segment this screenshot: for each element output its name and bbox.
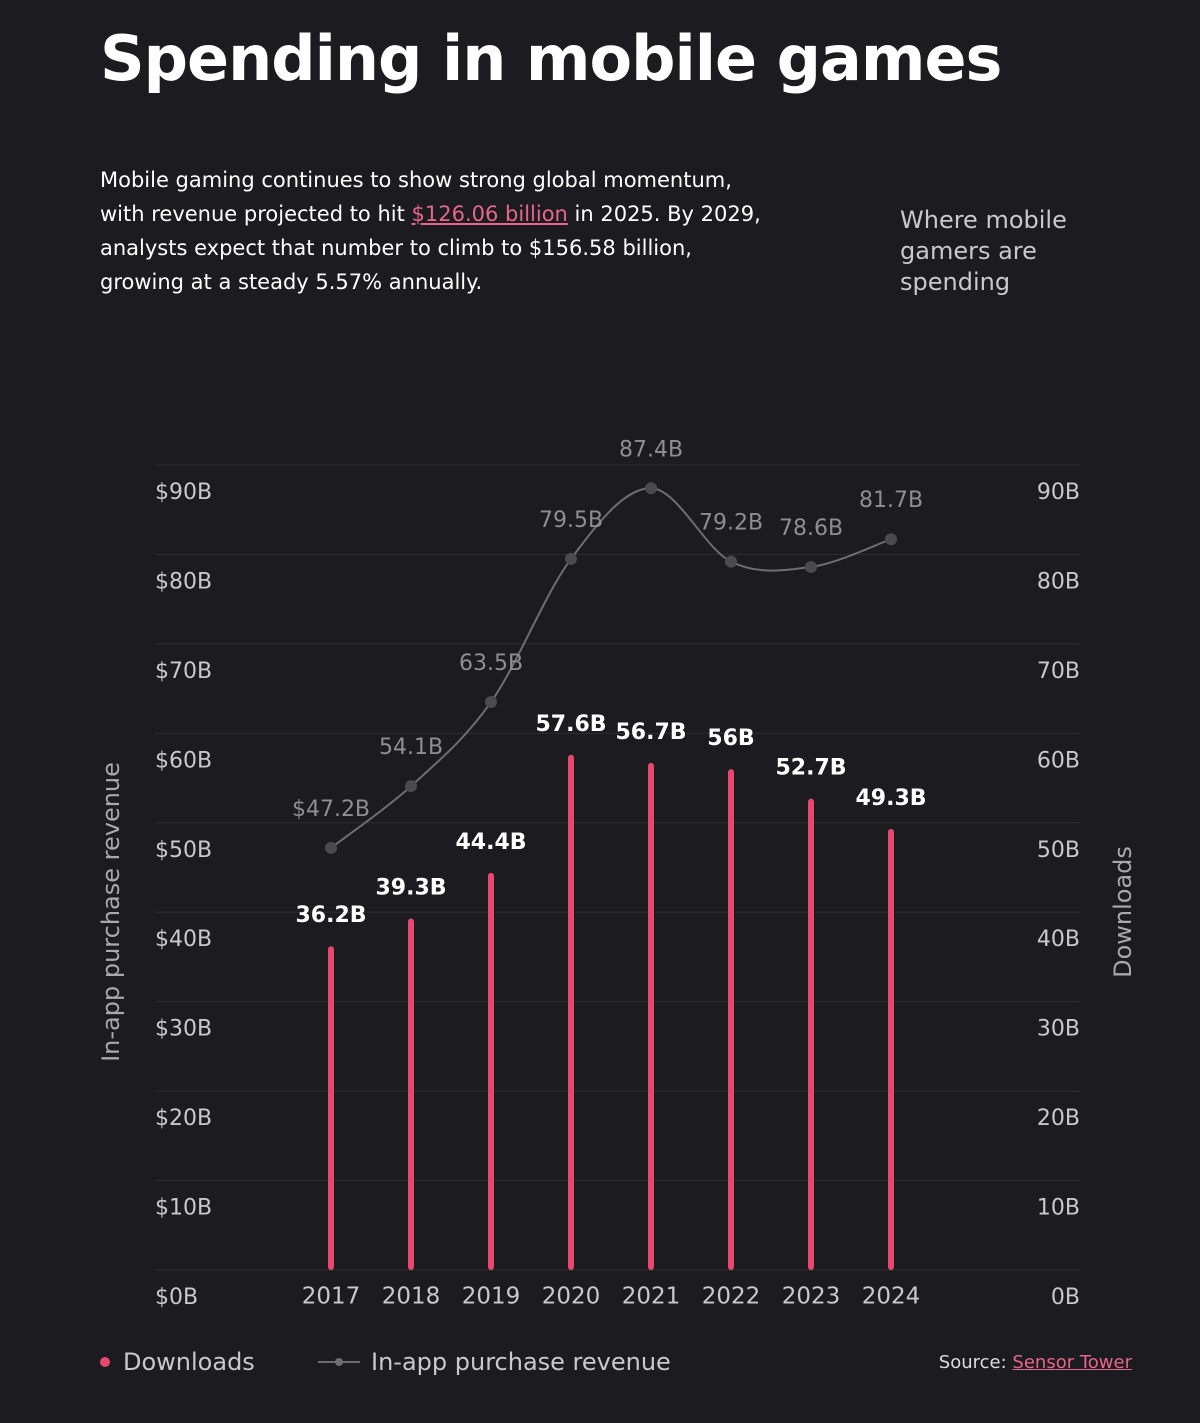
bar bbox=[488, 872, 494, 1270]
line-value-label: 63.5B bbox=[459, 651, 523, 676]
line-value-label: 87.4B bbox=[619, 437, 683, 462]
y-tick-label: $70B bbox=[155, 659, 212, 684]
legend-label: In-app purchase revenue bbox=[371, 1348, 671, 1376]
line-point bbox=[725, 555, 737, 568]
line-point bbox=[485, 696, 497, 709]
bar bbox=[408, 918, 414, 1270]
x-tick-label: 2024 bbox=[862, 1284, 921, 1310]
description: Mobile gaming continues to show strong g… bbox=[100, 163, 780, 299]
y2-tick-label: 10B bbox=[1037, 1196, 1080, 1221]
source-label: Source: bbox=[938, 1352, 1007, 1373]
bar bbox=[328, 946, 334, 1270]
x-tick-label: 2019 bbox=[462, 1284, 521, 1310]
y2-tick-label: 40B bbox=[1037, 927, 1080, 952]
line bbox=[330, 487, 892, 849]
y-axis-label: In-app purchase revenue bbox=[97, 762, 125, 1062]
side-note: Where mobile gamers are spending bbox=[900, 206, 1067, 296]
x-tick-label: 2017 bbox=[302, 1284, 361, 1310]
line-point bbox=[645, 482, 657, 495]
line-point bbox=[325, 841, 337, 854]
y-tick-label: $30B bbox=[155, 1017, 212, 1042]
description-link[interactable]: $126.06 billion bbox=[411, 202, 568, 226]
y2-tick-label: 90B bbox=[1037, 480, 1080, 505]
description-text: Mobile gaming continues to show strong g… bbox=[100, 168, 732, 226]
y2-tick-label: 20B bbox=[1037, 1106, 1080, 1131]
legend-marker bbox=[100, 1357, 110, 1367]
y-tick-label: $60B bbox=[155, 748, 212, 773]
bar-value-label: 39.3B bbox=[375, 875, 446, 900]
legend-label: Downloads bbox=[123, 1348, 255, 1376]
bar-value-label: 56.7B bbox=[615, 720, 686, 745]
y-tick-label: $0B bbox=[155, 1285, 198, 1310]
description-text: in 2025. By 2029, analysts expect that n… bbox=[100, 202, 761, 294]
y2-tick-label: 0B bbox=[1051, 1285, 1080, 1310]
y2-tick-label: 60B bbox=[1037, 748, 1080, 773]
bar bbox=[648, 762, 654, 1270]
x-tick-label: 2018 bbox=[382, 1284, 441, 1310]
line-value-label: 79.2B bbox=[699, 511, 763, 536]
bar bbox=[888, 829, 894, 1270]
line-point bbox=[405, 780, 417, 793]
bar-value-label: 57.6B bbox=[535, 712, 606, 737]
chart-title: Spending in mobile games bbox=[100, 22, 1002, 95]
bar-value-label: 36.2B bbox=[295, 903, 366, 928]
y-tick-label: $20B bbox=[155, 1106, 212, 1131]
y-tick-label: $10B bbox=[155, 1196, 212, 1221]
y2-tick-label: 80B bbox=[1037, 569, 1080, 594]
line-value-label: 81.7B bbox=[859, 488, 923, 513]
y-tick-label: $80B bbox=[155, 569, 212, 594]
x-tick-label: 2021 bbox=[622, 1284, 681, 1310]
legend-marker bbox=[335, 1358, 343, 1366]
y2-tick-label: 50B bbox=[1037, 838, 1080, 863]
line-point bbox=[805, 560, 817, 573]
source: Source: Sensor Tower bbox=[939, 1352, 1132, 1373]
bar-value-label: 49.3B bbox=[855, 786, 926, 811]
y-tick-label: $90B bbox=[155, 480, 212, 505]
y2-tick-label: 70B bbox=[1037, 659, 1080, 684]
x-tick-label: 2022 bbox=[702, 1284, 761, 1310]
line-value-label: $47.2B bbox=[292, 797, 370, 822]
x-tick-label: 2023 bbox=[782, 1284, 841, 1310]
x-tick-label: 2020 bbox=[542, 1284, 601, 1310]
y-tick-label: $50B bbox=[155, 838, 212, 863]
line-point bbox=[565, 552, 577, 565]
y2-axis-label: Downloads bbox=[1109, 846, 1137, 978]
bar bbox=[568, 754, 574, 1270]
bar-value-label: 56B bbox=[707, 726, 754, 751]
bar-value-label: 44.4B bbox=[455, 830, 526, 855]
y2-tick-label: 30B bbox=[1037, 1017, 1080, 1042]
line-value-label: 79.5B bbox=[539, 508, 603, 533]
line-value-label: 54.1B bbox=[379, 735, 443, 760]
bar bbox=[728, 769, 734, 1270]
y-tick-label: $40B bbox=[155, 927, 212, 952]
source-link[interactable]: Sensor Tower bbox=[1012, 1352, 1132, 1373]
bar-value-label: 52.7B bbox=[775, 756, 846, 781]
bar bbox=[808, 798, 814, 1270]
line-value-label: 78.6B bbox=[779, 516, 843, 541]
line-point bbox=[885, 533, 897, 546]
